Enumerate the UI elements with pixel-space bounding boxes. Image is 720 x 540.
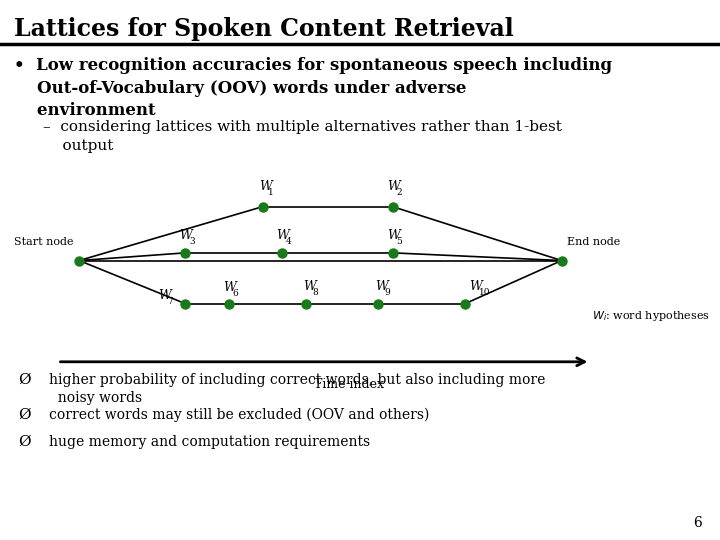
Text: Ø: Ø xyxy=(18,373,31,387)
Text: W: W xyxy=(469,280,482,293)
Text: •  Low recognition accuracies for spontaneous speech including
    Out-of-Vocabu: • Low recognition accuracies for spontan… xyxy=(14,57,613,119)
Text: Time index: Time index xyxy=(314,378,384,391)
Text: $W_i$: word hypotheses: $W_i$: word hypotheses xyxy=(592,309,710,323)
Text: W: W xyxy=(375,280,388,293)
Text: higher probability of including correct words, but also including more
  noisy w: higher probability of including correct … xyxy=(49,373,545,405)
Text: 6: 6 xyxy=(233,289,238,298)
Text: W: W xyxy=(387,180,400,193)
Text: 8: 8 xyxy=(312,288,318,296)
Text: W: W xyxy=(223,281,236,294)
Text: correct words may still be excluded (OOV and others): correct words may still be excluded (OOV… xyxy=(49,408,429,422)
Text: W: W xyxy=(387,229,400,242)
Text: 7: 7 xyxy=(167,297,173,306)
Text: 10: 10 xyxy=(479,288,490,296)
Text: End node: End node xyxy=(567,237,621,247)
Text: 9: 9 xyxy=(384,288,390,296)
Text: Ø: Ø xyxy=(18,408,31,422)
Text: Start node: Start node xyxy=(14,237,73,247)
Text: W: W xyxy=(158,289,171,302)
Text: W: W xyxy=(303,280,316,293)
Text: 6: 6 xyxy=(693,516,702,530)
Text: 2: 2 xyxy=(397,188,402,197)
Text: –  considering lattices with multiple alternatives rather than 1-best
    output: – considering lattices with multiple alt… xyxy=(43,120,562,153)
Text: W: W xyxy=(259,180,271,193)
Text: 5: 5 xyxy=(397,237,402,246)
Text: 4: 4 xyxy=(285,237,291,246)
Text: huge memory and computation requirements: huge memory and computation requirements xyxy=(49,435,370,449)
Text: W: W xyxy=(276,229,289,242)
Text: W: W xyxy=(179,229,192,242)
Text: Ø: Ø xyxy=(18,435,31,449)
Text: Lattices for Spoken Content Retrieval: Lattices for Spoken Content Retrieval xyxy=(14,17,514,41)
Text: 3: 3 xyxy=(189,237,194,246)
Text: 1: 1 xyxy=(269,188,274,197)
